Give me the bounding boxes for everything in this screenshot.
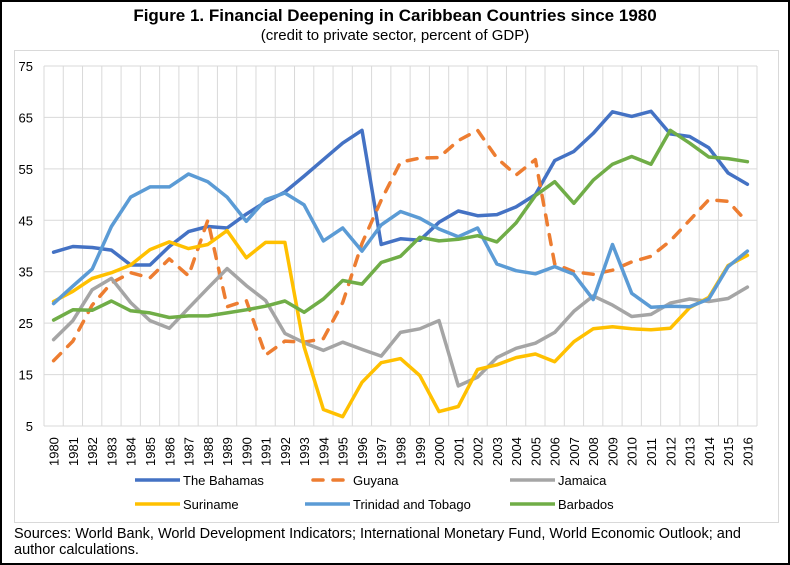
x-tick-label: 2016 [740, 437, 755, 466]
y-tick-label: 45 [19, 213, 33, 228]
legend-label: Suriname [183, 497, 239, 512]
x-tick-label: 2006 [548, 437, 563, 466]
x-tick-label: 1985 [143, 437, 158, 466]
gridlines [43, 65, 758, 427]
x-tick-label: 1984 [124, 437, 139, 466]
x-tick-label: 1989 [220, 437, 235, 466]
legend-label: Jamaica [558, 473, 607, 488]
x-axis: 1980 1981 1982 1983 1984 1985 1986 1987 1988 1989… [47, 437, 756, 466]
legend-item: Barbados [510, 497, 614, 512]
x-tick-label: 1987 [182, 437, 197, 466]
legend-label: Trinidad and Tobago [353, 497, 471, 512]
x-tick-label: 2005 [528, 437, 543, 466]
x-tick-label: 1994 [316, 437, 331, 466]
x-tick-label: 1980 [47, 437, 62, 466]
legend-item: Guyana [311, 473, 399, 488]
x-tick-label: 2012 [663, 437, 678, 466]
series-lines [51, 109, 750, 419]
series-line-jamaica [51, 266, 750, 388]
legend-label: Guyana [353, 473, 399, 488]
x-tick-label: 1998 [394, 437, 409, 466]
x-tick-label: 1990 [239, 437, 254, 466]
x-tick-label: 2010 [625, 437, 640, 466]
y-tick-label: 35 [19, 265, 33, 280]
x-tick-label: 2013 [683, 437, 698, 466]
x-tick-label: 1999 [413, 437, 428, 466]
legend-item: The Bahamas [135, 473, 264, 488]
series-line-suriname [51, 228, 750, 419]
y-tick-label: 15 [19, 368, 33, 383]
x-tick-label: 1992 [278, 437, 293, 466]
x-tick-label: 1997 [374, 437, 389, 466]
y-axis: 5 15 25 35 45 55 65 75 [19, 59, 33, 434]
y-tick-label: 75 [19, 59, 33, 74]
x-tick-label: 1991 [259, 437, 274, 466]
legend-label: The Bahamas [183, 473, 264, 488]
x-tick-label: 1986 [162, 437, 177, 466]
legend-label: Barbados [558, 497, 614, 512]
x-tick-label: 2008 [586, 437, 601, 466]
y-tick-label: 25 [19, 316, 33, 331]
x-tick-label: 1981 [66, 437, 81, 466]
y-tick-label: 65 [19, 110, 33, 125]
legend-item: Trinidad and Tobago [305, 497, 471, 512]
series-line-the-bahamas [51, 109, 750, 267]
series-line-trinidad-and-tobago [51, 172, 750, 309]
x-tick-label: 1996 [355, 437, 370, 466]
sources-note: Sources: World Bank, World Development I… [14, 526, 741, 558]
x-tick-label: 2003 [490, 437, 505, 466]
x-tick-label: 2000 [432, 437, 447, 466]
legend-item: Jamaica [510, 473, 607, 488]
x-tick-label: 2002 [471, 437, 486, 466]
x-tick-label: 2001 [451, 437, 466, 466]
x-tick-label: 2015 [721, 437, 736, 466]
x-tick-label: 1995 [336, 437, 351, 466]
y-tick-label: 55 [19, 162, 33, 177]
x-tick-label: 2007 [567, 437, 582, 466]
legend: The Bahamas Guyana Jamaica Suriname Trinidad… [135, 473, 614, 512]
chart-subtitle: (credit to private sector, percent of GD… [260, 27, 530, 44]
x-tick-label: 2009 [605, 437, 620, 466]
x-tick-label: 1993 [297, 437, 312, 466]
x-tick-label: 1982 [85, 437, 100, 466]
series-line-guyana [51, 128, 750, 363]
y-tick-label: 5 [26, 419, 33, 434]
chart-area [14, 50, 779, 523]
x-tick-label: 2004 [509, 437, 524, 466]
x-tick-label: 1983 [104, 437, 119, 466]
x-tick-label: 2014 [702, 437, 717, 466]
chart-title: Figure 1. Financial Deepening in Caribbe… [133, 6, 657, 25]
legend-item: Suriname [135, 497, 239, 512]
x-tick-label: 2011 [644, 438, 659, 466]
series-line-barbados [51, 128, 750, 322]
x-tick-label: 1988 [201, 437, 216, 466]
